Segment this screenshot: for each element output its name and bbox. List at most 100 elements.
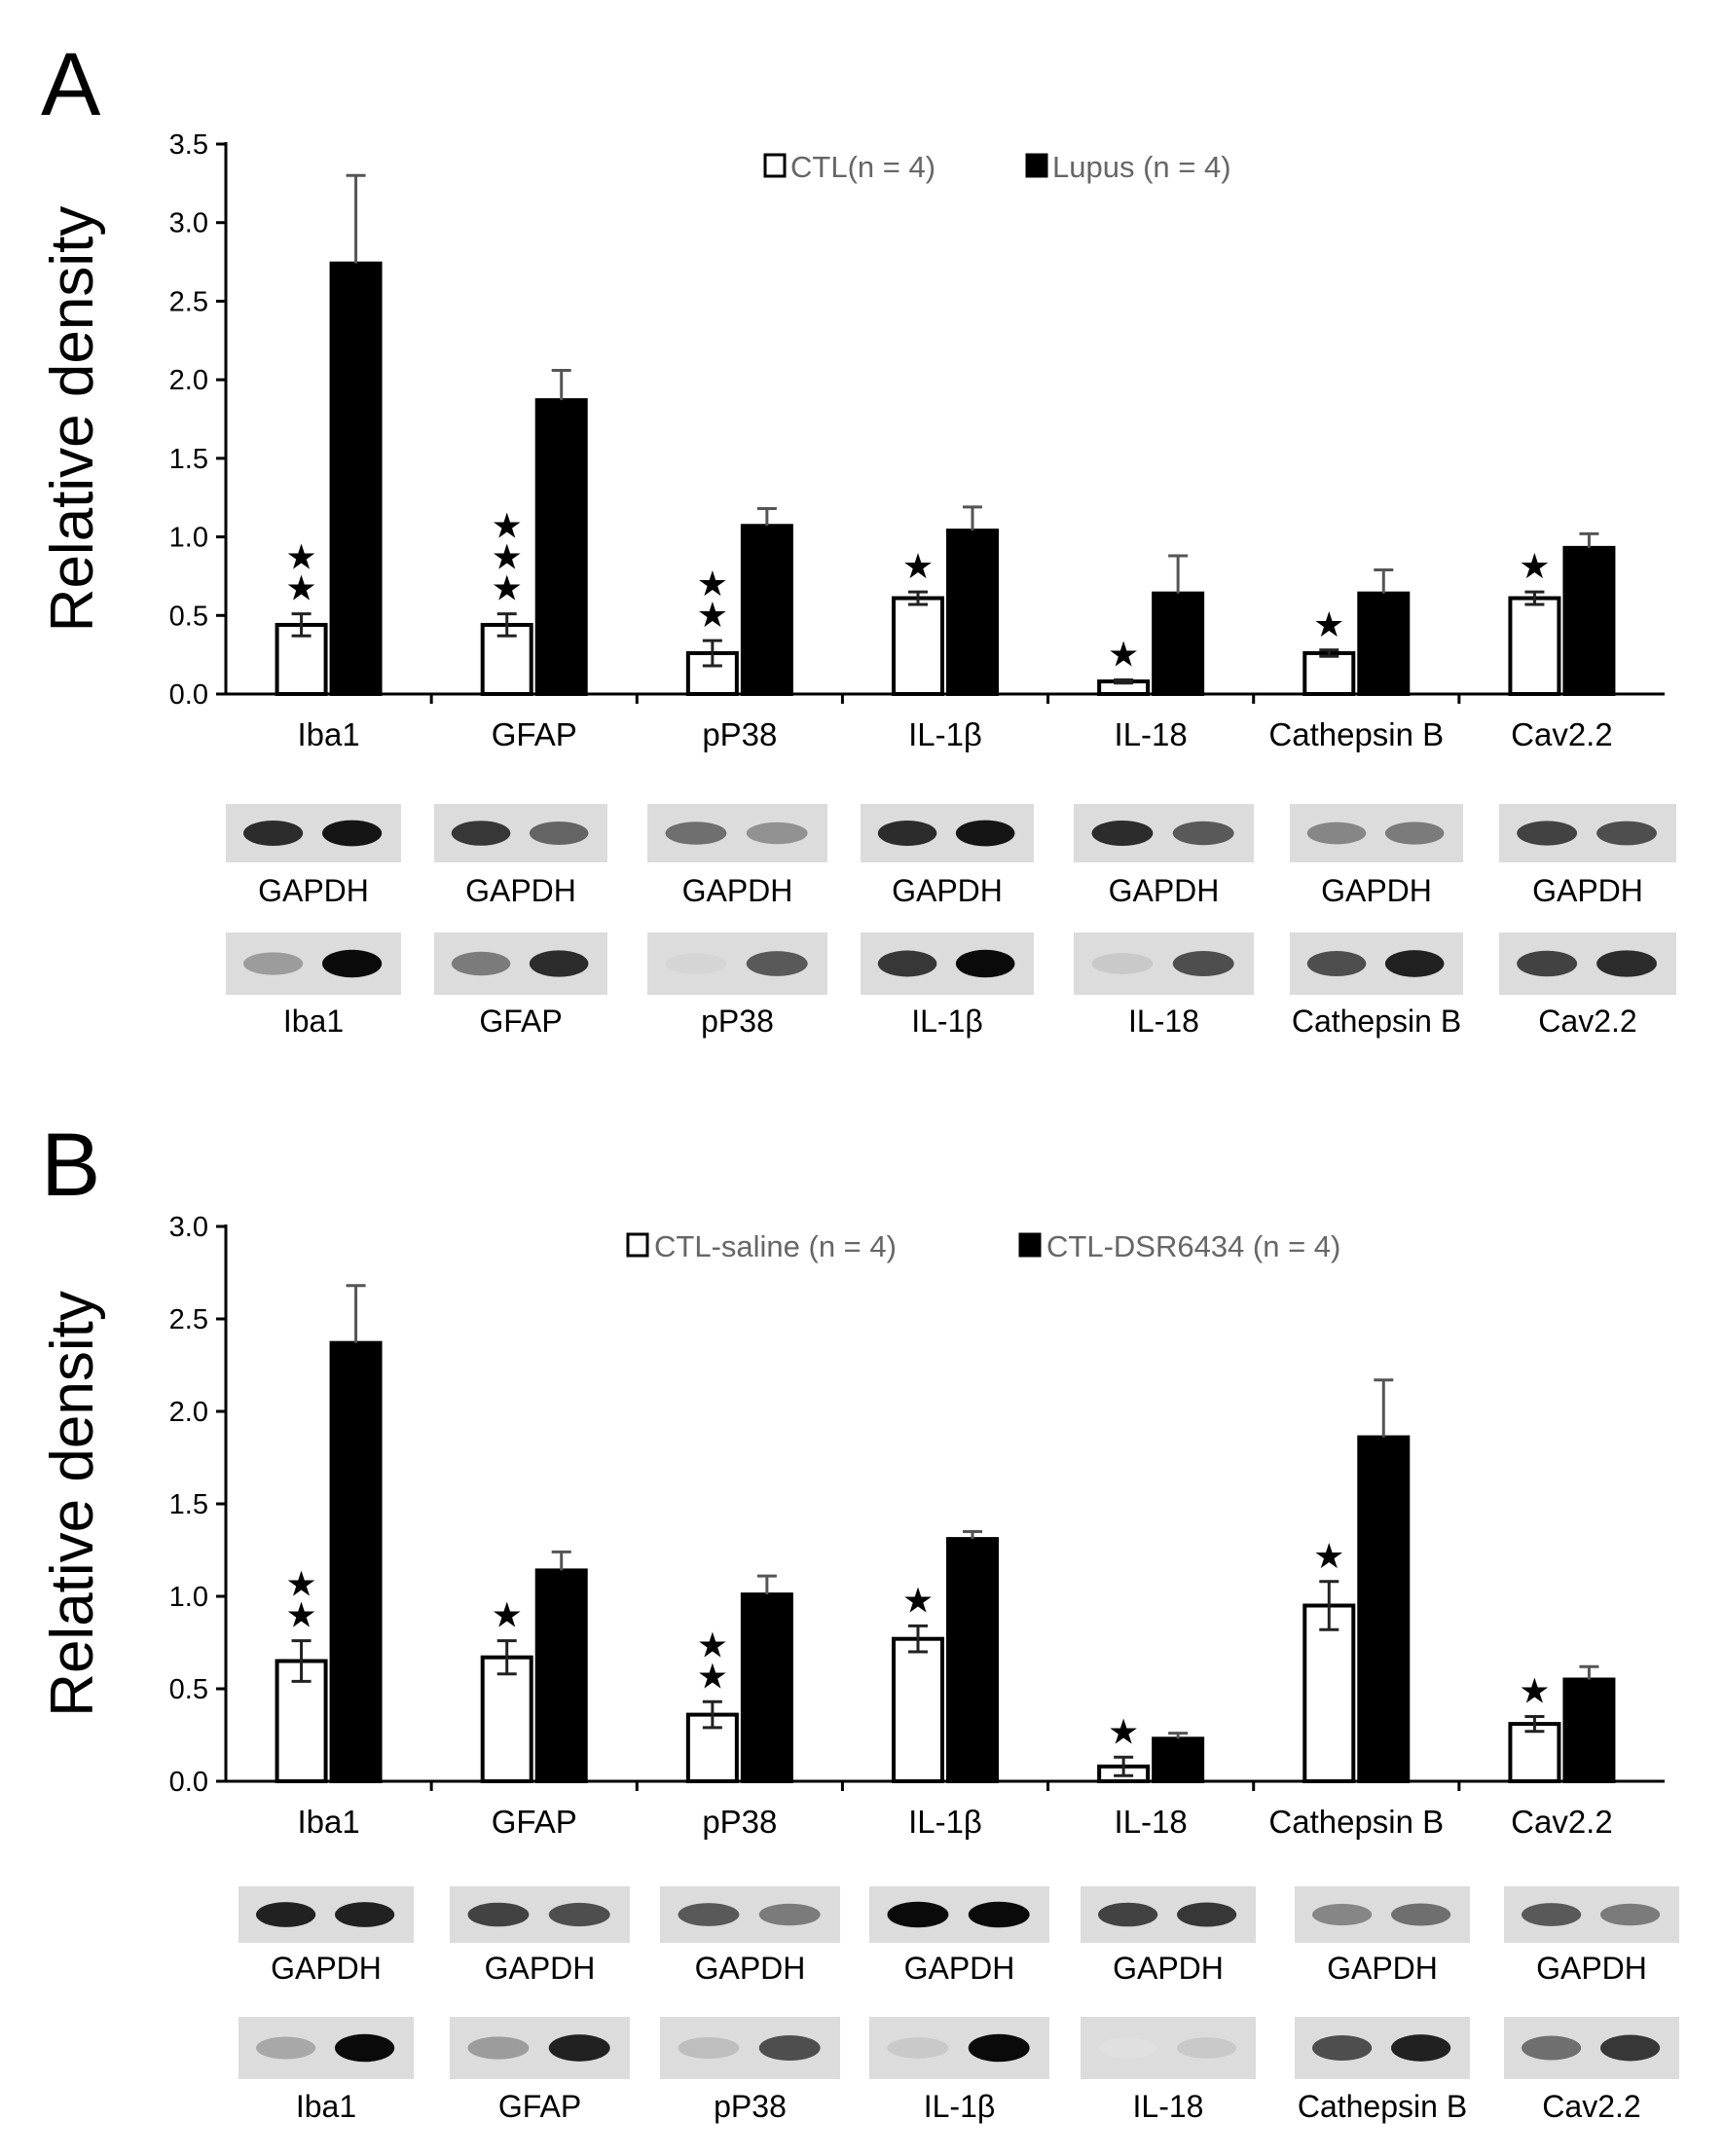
treated-bar-GFAP	[534, 1568, 588, 1784]
loading-band	[1596, 821, 1657, 846]
protein-blot-label: pP38	[701, 1004, 774, 1039]
loading-band	[1306, 822, 1367, 845]
y-tick-label: 0.0	[169, 1767, 208, 1798]
y-tick-label: 1.5	[169, 1489, 208, 1520]
category-label: Cathepsin B	[1268, 716, 1444, 752]
loading-band	[1391, 1903, 1451, 1926]
protein-blot-label: Cav2.2	[1542, 2089, 1640, 2124]
panel-label: A	[41, 35, 101, 134]
panel-label: B	[41, 1115, 100, 1215]
protein-band	[335, 2033, 395, 2063]
loading-blot-label: GAPDH	[485, 1951, 596, 1986]
loading-band	[335, 1902, 395, 1927]
protein-band	[1306, 950, 1367, 977]
loading-band	[678, 1903, 740, 1926]
chart-panel-A: A Relative density 0.0 0.5 1.0 1.5 2.0 2.5 3.0 3.…	[39, 35, 1676, 1039]
protein-blot-label: IL-18	[1133, 2089, 1204, 2124]
treated-bar-Cathepsin B	[1357, 1435, 1411, 1783]
y-tick-label: 2.0	[169, 1397, 208, 1428]
y-tick-label: 1.0	[169, 523, 208, 554]
y-tick-label: 1.0	[169, 1582, 208, 1613]
legend-swatch	[626, 1232, 649, 1258]
loading-band	[1091, 821, 1154, 846]
protein-band	[467, 2036, 530, 2060]
loading-band	[548, 1902, 610, 1927]
loading-band	[256, 1902, 316, 1927]
protein-blot-label: IL-1β	[924, 2089, 996, 2124]
protein-band	[746, 951, 808, 976]
protein-blot-label: Iba1	[296, 2089, 356, 2124]
category-label: Iba1	[297, 716, 359, 752]
protein-band	[1596, 950, 1657, 977]
protein-band	[451, 951, 511, 976]
loading-blot-label: GAPDH	[271, 1951, 382, 1986]
protein-band	[1517, 950, 1578, 977]
protein-band	[665, 953, 727, 974]
loading-band	[1312, 1903, 1373, 1926]
legend-entry: CTL-DSR6434 (n = 4)	[1046, 1229, 1340, 1263]
ctl-bar-Cathepsin B	[1302, 1603, 1356, 1783]
protein-band	[1384, 950, 1445, 977]
significance-star: ★	[902, 1580, 934, 1620]
significance-star: ★	[1519, 1671, 1550, 1711]
loading-band	[467, 1902, 530, 1927]
loading-band	[529, 822, 589, 845]
protein-blot-label: Cathepsin B	[1298, 2089, 1467, 2124]
ctl-bar-Cathepsin B	[1302, 651, 1356, 696]
category-label: IL-1β	[908, 1804, 982, 1840]
legend-swatch	[1018, 1232, 1042, 1258]
y-tick-label: 0.5	[169, 1674, 208, 1705]
protein-band	[322, 949, 383, 978]
loading-band	[968, 1901, 1030, 1928]
significance-star: ★	[285, 568, 316, 608]
y-tick-label: 3.0	[169, 1212, 208, 1243]
y-axis-label: Relative density	[39, 1291, 106, 1717]
treated-bar-IL-1β	[946, 529, 999, 696]
loading-band	[665, 822, 727, 845]
y-tick-label: 3.0	[169, 208, 208, 239]
significance-star: ★	[285, 537, 316, 577]
significance-star: ★	[492, 506, 523, 546]
treated-bar-Iba1	[329, 261, 383, 696]
protein-band	[548, 2034, 610, 2062]
loading-band	[955, 820, 1015, 847]
protein-band	[256, 2036, 316, 2060]
protein-band	[1091, 953, 1154, 974]
protein-band	[887, 2037, 949, 2059]
loading-band	[1517, 821, 1578, 846]
loading-band	[758, 1903, 821, 1926]
treated-bar-Cav2.2	[1562, 1677, 1616, 1783]
protein-band	[1391, 2034, 1451, 2062]
significance-star: ★	[1519, 546, 1550, 586]
loading-band	[1384, 822, 1445, 845]
protein-band	[968, 2033, 1030, 2063]
loading-band	[887, 1901, 949, 1928]
y-tick-label: 0.5	[169, 601, 208, 632]
treated-bar-Iba1	[329, 1340, 383, 1783]
significance-star: ★	[1313, 604, 1344, 644]
loading-band	[1098, 1902, 1158, 1927]
category-label: IL-1β	[908, 716, 982, 752]
chart-panel-B: B Relative density 0.0 0.5 1.0 1.5 2.0 2.5 3.0 Ib…	[39, 1115, 1679, 2124]
protein-blot-label: GFAP	[479, 1004, 562, 1039]
protein-blot-label: Cav2.2	[1538, 1004, 1636, 1039]
significance-star: ★	[285, 1564, 316, 1604]
protein-band	[758, 2034, 821, 2062]
loading-blot-label: GAPDH	[892, 873, 1003, 908]
protein-blot-label: IL-1β	[911, 1004, 983, 1039]
legend-entry: CTL(n = 4)	[790, 150, 935, 184]
loading-band	[322, 820, 383, 847]
protein-band	[877, 950, 937, 977]
loading-band	[451, 821, 511, 846]
significance-star: ★	[1108, 634, 1139, 674]
treated-bar-pP38	[740, 524, 793, 696]
y-axis-label: Relative density	[39, 206, 106, 633]
loading-blot-label: GAPDH	[904, 1951, 1015, 1986]
protein-band	[1172, 950, 1234, 977]
protein-blot-label: Iba1	[283, 1004, 344, 1039]
treated-bar-IL-18	[1152, 1736, 1205, 1784]
loading-blot-label: GAPDH	[1321, 873, 1432, 908]
loading-band	[877, 821, 937, 846]
protein-blot-label: GFAP	[498, 2089, 581, 2124]
y-tick-label: 0.0	[169, 679, 208, 711]
